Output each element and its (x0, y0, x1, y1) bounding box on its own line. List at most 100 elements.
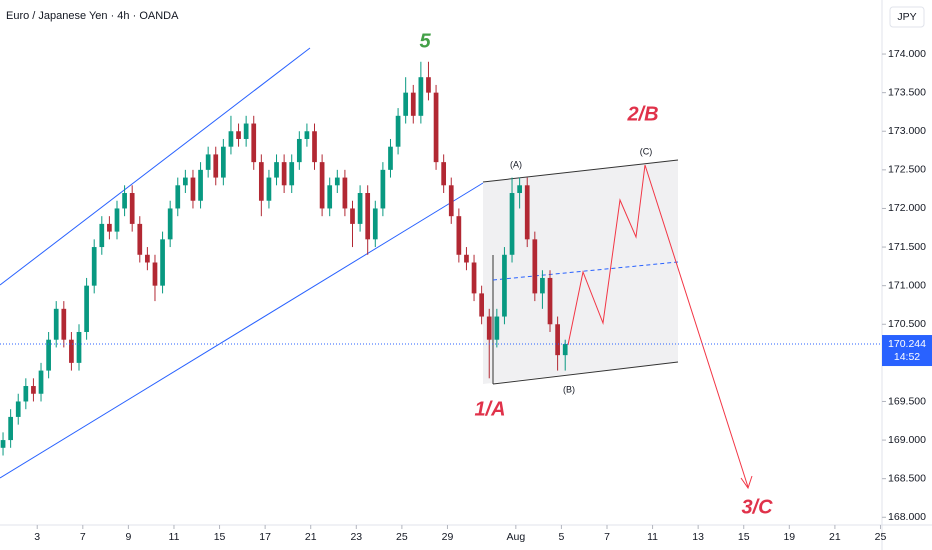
candle-body (183, 177, 188, 186)
chart-title: Euro / Japanese Yen · 4h · OANDA (6, 10, 179, 22)
candle-body (517, 185, 522, 194)
candle-body (281, 162, 287, 186)
candle-body (129, 193, 135, 224)
candle-body (76, 331, 82, 363)
x-tick-label: 11 (647, 531, 658, 543)
candle-body (555, 324, 560, 356)
candle-body (91, 247, 97, 286)
wave-label: 1/A (474, 398, 505, 420)
candle-body (532, 239, 538, 294)
y-tick-label: 173.500 (888, 86, 926, 98)
candle-body (357, 193, 363, 224)
candle-body (388, 146, 393, 170)
candle-body (365, 193, 371, 240)
projection-path (567, 164, 749, 488)
x-tick-label: 3 (34, 531, 40, 543)
candle-body (266, 177, 272, 201)
y-tick-label: 172.000 (888, 202, 926, 214)
candle-body (395, 115, 401, 147)
x-tick-label: 23 (350, 531, 362, 543)
candle-body (122, 193, 127, 209)
candle-body (137, 223, 143, 255)
y-tick-label: 171.500 (888, 241, 926, 253)
candle-body (350, 208, 355, 224)
candle-body (342, 177, 348, 209)
candle-body (228, 131, 234, 147)
x-tick-label: 21 (305, 531, 317, 543)
candle-body (441, 162, 447, 186)
candle-body (198, 169, 203, 201)
candle-body (107, 223, 112, 232)
candle-body (448, 185, 454, 217)
candle-body (236, 131, 241, 139)
candle-body (31, 386, 36, 394)
x-tick-label: 15 (738, 531, 750, 543)
x-tick-label: 9 (125, 531, 131, 543)
channel-lower (0, 182, 484, 479)
candle-body (509, 193, 515, 255)
subwave-label: (C) (640, 146, 653, 156)
currency-box[interactable] (889, 6, 925, 28)
candle-body (312, 131, 317, 163)
x-tick-label: Aug (506, 531, 525, 543)
candles (0, 61, 568, 456)
candle-body (334, 177, 340, 186)
x-tick-label: 11 (169, 531, 180, 543)
candle-body (61, 308, 67, 340)
candle-body (456, 216, 462, 255)
y-tick-label: 169.500 (888, 395, 926, 407)
candle-body (479, 293, 484, 317)
candle-body (15, 401, 21, 417)
candle-body (426, 77, 431, 93)
candle-body (160, 239, 165, 286)
candle-body (464, 254, 469, 263)
candle-body (251, 123, 257, 163)
y-tick-label: 168.000 (888, 511, 926, 523)
box-top (482, 159, 679, 183)
candle-body (524, 185, 530, 240)
x-tick-label: 19 (783, 531, 795, 543)
candle-body (175, 185, 181, 209)
y-tick-label: 174.000 (888, 48, 926, 60)
candle-body (433, 92, 439, 163)
y-tick-label: 169.000 (888, 434, 926, 446)
candle-body (69, 339, 74, 363)
candle-body (0, 440, 6, 448)
candle-body (213, 154, 219, 178)
wave-label: 3/C (741, 496, 773, 518)
candle-body (23, 386, 29, 402)
y-tick-label: 172.500 (888, 164, 926, 176)
x-tick-label: 29 (442, 531, 454, 543)
wave-label: 2/B (626, 103, 658, 125)
last-price-box (882, 335, 932, 367)
box-bottom (492, 361, 679, 385)
candle-body (494, 316, 500, 340)
candle-body (296, 138, 302, 163)
candle-body (114, 208, 120, 232)
candle-body (46, 339, 51, 371)
currency[interactable]: JPY (897, 11, 916, 23)
candle-body (372, 208, 378, 240)
y-tick-label: 168.500 (888, 472, 926, 484)
candle-body (418, 77, 424, 116)
box-midline (492, 261, 679, 281)
candle-body (410, 92, 416, 116)
x-tick-label: 5 (558, 531, 564, 543)
x-tick-label: 25 (396, 531, 408, 543)
candle-body (167, 208, 173, 240)
projection-arrow (740, 475, 753, 490)
candle-body (8, 416, 13, 441)
candle-body (289, 162, 295, 186)
x-tick-label: 21 (829, 531, 841, 543)
correction-box (483, 160, 678, 384)
candle-body (152, 262, 158, 286)
x-tick-label: 17 (259, 531, 271, 543)
candle-body (486, 316, 492, 340)
candle-body (471, 262, 477, 294)
candle-body (319, 162, 325, 209)
candle-body (99, 223, 105, 248)
y-tick-label: 171.000 (888, 279, 926, 291)
last-price-label: 170.244 (888, 338, 926, 350)
